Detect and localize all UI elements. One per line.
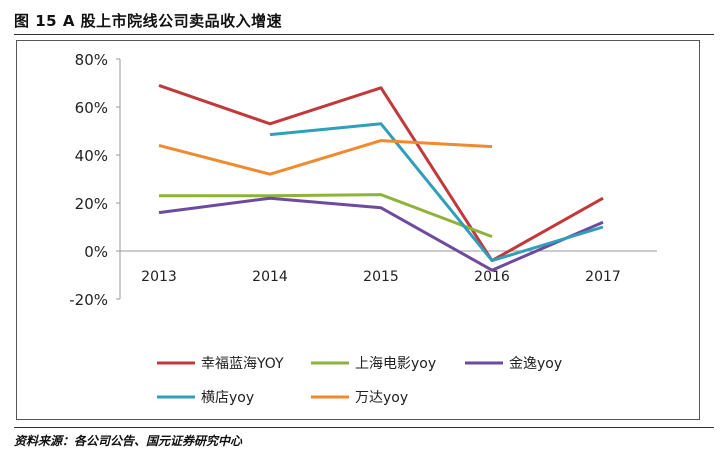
y-tick-label: -20% — [69, 291, 108, 309]
series-line-4 — [269, 122, 604, 263]
legend-label: 万达yoy — [355, 390, 408, 406]
chart-frame: 80% 60% 40% 20% 0% -20% 2013 2014 2015 2016 2017 幸… — [16, 40, 700, 420]
legend-label: 横店yoy — [201, 390, 254, 406]
source-divider — [14, 427, 714, 428]
title-divider — [14, 34, 714, 35]
y-tick-label: 60% — [75, 99, 108, 117]
y-tick-label: 0% — [84, 243, 108, 261]
series-line-2 — [159, 193, 493, 239]
y-tick-label: 80% — [75, 51, 108, 69]
series-line-5 — [158, 139, 493, 176]
source-note: 资料来源：各公司公告、国元证券研究中心 — [14, 434, 243, 448]
x-tick-label: 2017 — [585, 269, 621, 285]
series-line-1 — [158, 83, 604, 263]
figure-title: 图 15 A 股上市院线公司卖品收入增速 — [14, 12, 283, 30]
series-line-3 — [158, 196, 604, 272]
legend-label: 幸福蓝海YOY — [201, 356, 284, 372]
y-tick-label: 40% — [75, 147, 108, 165]
x-tick-label: 2016 — [474, 269, 510, 285]
x-tick-label: 2015 — [363, 269, 399, 285]
y-tick-label: 20% — [75, 195, 108, 213]
x-tick-label: 2013 — [141, 269, 177, 285]
x-tick-label: 2014 — [252, 269, 288, 285]
legend-label: 上海电影yoy — [355, 356, 436, 372]
line-chart: 80% 60% 40% 20% 0% -20% 2013 2014 2015 2016 2017 幸… — [69, 51, 657, 406]
legend-label: 金逸yoy — [509, 356, 562, 372]
